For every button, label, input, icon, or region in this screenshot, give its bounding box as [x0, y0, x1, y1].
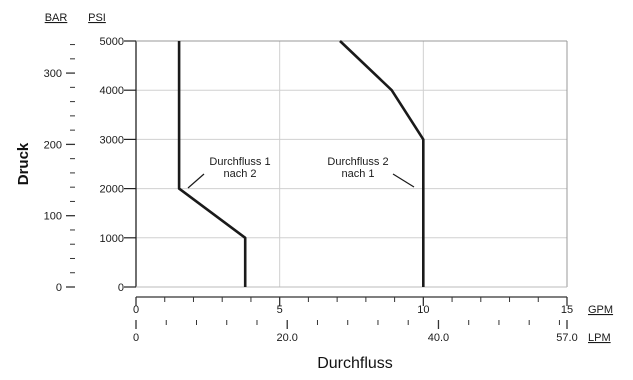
bar-tick-label: 0 [56, 282, 62, 294]
annotation-2-leader [392, 173, 415, 188]
psi-tick-label: 0 [118, 282, 124, 294]
series-line-2 [339, 40, 425, 287]
lpm-tick-label: 40.0 [428, 332, 449, 344]
gpm-tick-label: 10 [417, 304, 429, 316]
bar-tick-label: 100 [44, 211, 62, 223]
series-lines [177, 40, 425, 287]
psi-tick-label: 2000 [100, 184, 124, 196]
psi-tick-label: 5000 [100, 36, 124, 48]
gpm-tick-label: 5 [277, 304, 283, 316]
lpm-tick-label: 0 [133, 332, 139, 344]
y-axes: 0 1000 2000 3000 4000 5000 0 100 200 300 BAR PSI [44, 12, 136, 294]
annotation-1-text: Durchfluss 1 [209, 156, 270, 168]
psi-tick-label: 3000 [100, 134, 124, 146]
x-axes: 0 5 10 15 GPM 0 20.0 40.0 57.0 LPM [133, 296, 613, 344]
axis-titles: Durchfluss Druck [15, 142, 393, 372]
gpm-tick-label: 0 [133, 304, 139, 316]
gpm-tick-label: 15 [561, 304, 573, 316]
x-axis-title: Durchfluss [317, 355, 393, 372]
bar-unit-label: BAR [45, 12, 68, 24]
lpm-tick-label: 57.0 [556, 332, 577, 344]
annotation-1-text: nach 2 [223, 168, 256, 180]
series-line-1 [177, 41, 247, 287]
annotation-2-text: nach 1 [341, 168, 374, 180]
annotation-1-leader [187, 173, 205, 189]
psi-tick-label: 1000 [100, 233, 124, 245]
psi-tick-label: 4000 [100, 85, 124, 97]
lpm-unit-label: LPM [588, 332, 611, 344]
lpm-tick-label: 20.0 [277, 332, 298, 344]
bar-tick-label: 200 [44, 139, 62, 151]
psi-unit-label: PSI [88, 12, 106, 24]
gpm-unit-label: GPM [588, 304, 613, 316]
annotation-2-text: Durchfluss 2 [327, 156, 388, 168]
plot-frame [135, 40, 568, 288]
y-axis-title: Druck [15, 142, 32, 185]
bar-tick-label: 300 [44, 68, 62, 80]
